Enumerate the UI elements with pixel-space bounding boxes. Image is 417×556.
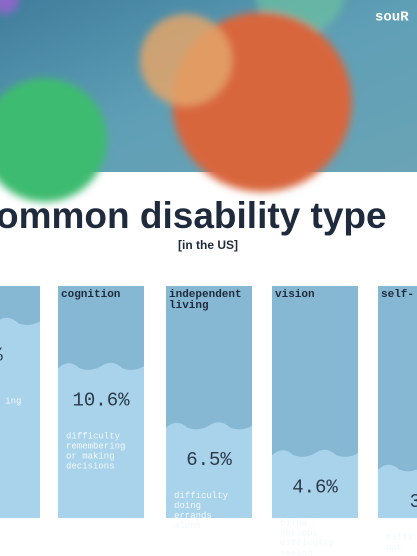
- value-label: %: [0, 344, 3, 366]
- category-label: cognition: [61, 289, 120, 301]
- chart-title: ommon disability type: [0, 195, 387, 236]
- category-label: independent living: [169, 289, 242, 312]
- description: diffi dresbat: [386, 533, 417, 553]
- category-label: vision: [275, 289, 315, 301]
- category-label: self-: [381, 289, 414, 301]
- bar-fill: [0, 317, 40, 518]
- value-label: 4.6%: [292, 476, 338, 498]
- value-label: 3.: [410, 491, 417, 513]
- value-label: 10.6%: [72, 389, 130, 411]
- bar-fill: [272, 449, 358, 518]
- description: difficulty remembering or making decisions: [66, 432, 125, 472]
- description: difficulty doing errands alone: [174, 491, 229, 531]
- value-label: 6.5%: [186, 449, 232, 471]
- bar-fill: [166, 422, 252, 518]
- description: blind / serious difficulty seeing: [280, 519, 335, 556]
- bar-fill: [58, 362, 144, 518]
- hero-image: [0, 0, 417, 202]
- brand: souR: [375, 10, 409, 26]
- bar-fill: [378, 464, 417, 518]
- chart-subtitle: [in the US]: [178, 238, 238, 252]
